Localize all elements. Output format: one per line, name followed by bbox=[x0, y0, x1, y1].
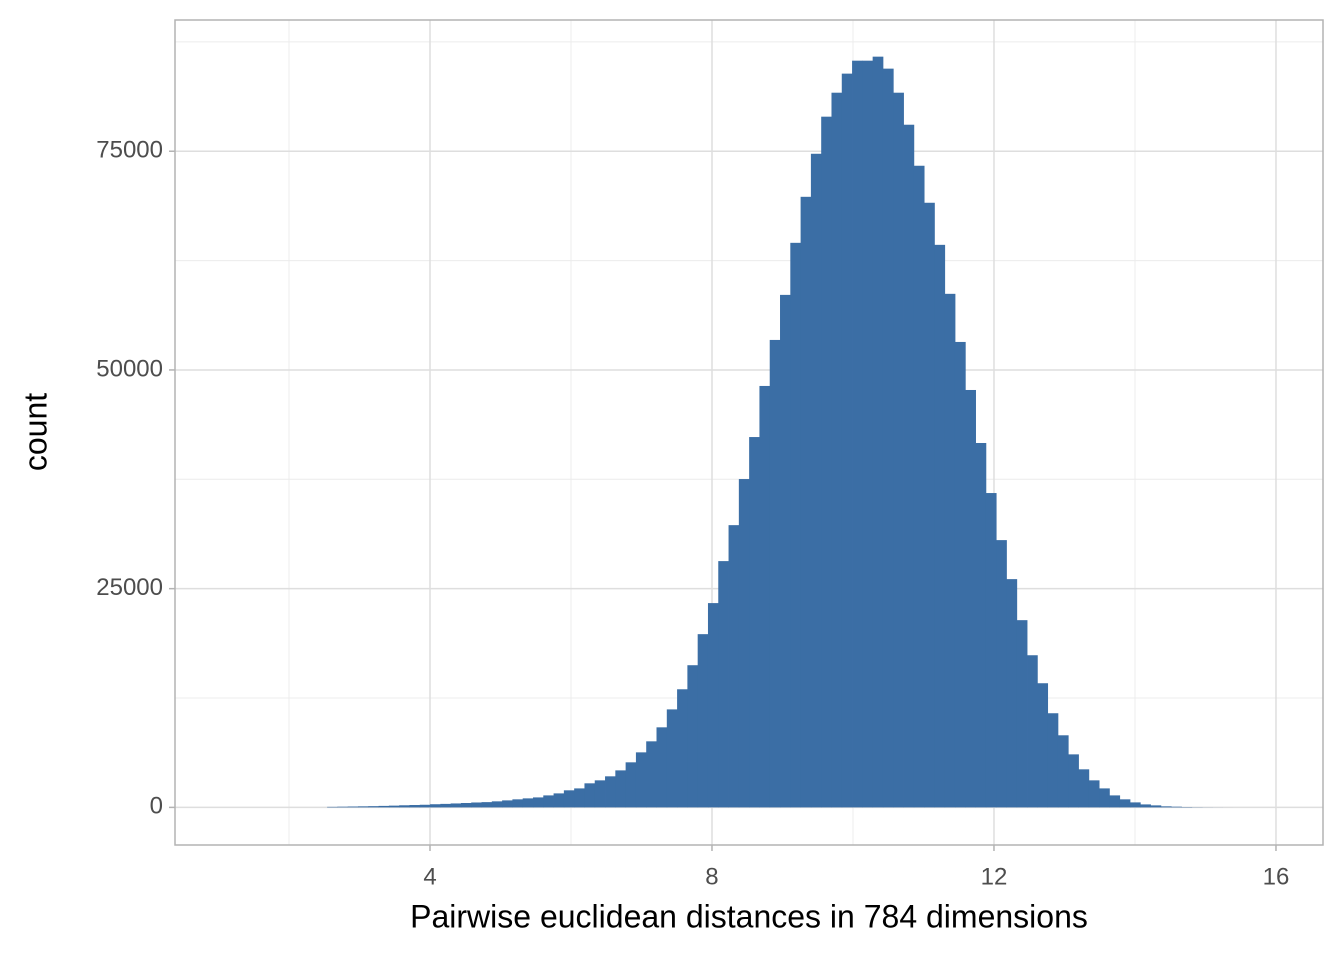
bar bbox=[831, 92, 843, 808]
bar bbox=[1088, 780, 1100, 808]
bar bbox=[358, 806, 369, 808]
bar bbox=[399, 805, 410, 808]
bar bbox=[625, 762, 637, 808]
bar bbox=[1099, 788, 1110, 808]
bar bbox=[738, 479, 750, 808]
x-tick-label: 16 bbox=[1263, 863, 1290, 890]
bar bbox=[954, 341, 966, 808]
bar bbox=[862, 60, 874, 808]
bar bbox=[481, 802, 493, 808]
bar bbox=[409, 805, 421, 808]
bar bbox=[1160, 806, 1172, 808]
bar bbox=[419, 804, 431, 808]
bar bbox=[728, 525, 740, 808]
bar bbox=[872, 56, 884, 808]
bar bbox=[584, 783, 596, 808]
panel-border bbox=[174, 19, 1324, 846]
x-axis-title: Pairwise euclidean distances in 784 dime… bbox=[410, 898, 1088, 934]
bar bbox=[882, 68, 894, 808]
bar bbox=[512, 799, 524, 808]
bar bbox=[996, 540, 1007, 808]
bar bbox=[1171, 806, 1182, 808]
bar bbox=[800, 196, 812, 808]
y-axis-title: count bbox=[17, 393, 53, 471]
y-tick-label: 75000 bbox=[96, 137, 163, 164]
bar bbox=[975, 442, 987, 808]
bar bbox=[718, 561, 729, 808]
bar bbox=[563, 790, 575, 808]
bar bbox=[852, 60, 863, 808]
bar bbox=[1057, 735, 1069, 808]
bar bbox=[605, 776, 616, 808]
bar bbox=[769, 339, 781, 808]
bar bbox=[965, 389, 976, 808]
bar bbox=[615, 770, 627, 808]
bar bbox=[934, 244, 946, 808]
bar bbox=[749, 437, 760, 808]
bar bbox=[1150, 805, 1162, 808]
bar bbox=[1140, 804, 1151, 808]
bar bbox=[707, 603, 719, 808]
bar bbox=[1047, 713, 1059, 808]
bar bbox=[1037, 683, 1049, 808]
bar bbox=[543, 795, 554, 808]
bar bbox=[656, 727, 668, 808]
x-tick-label: 12 bbox=[981, 863, 1008, 890]
bar bbox=[635, 752, 647, 808]
axes: 4 8 12 16 0 25000 50000 75000 bbox=[96, 137, 1289, 891]
bar bbox=[347, 806, 359, 808]
bar bbox=[1119, 799, 1131, 808]
bar bbox=[430, 804, 441, 808]
bar bbox=[491, 801, 503, 808]
bar bbox=[440, 803, 452, 808]
bar bbox=[337, 806, 349, 808]
bar bbox=[1068, 754, 1079, 808]
bar bbox=[913, 165, 925, 808]
bar bbox=[553, 793, 565, 808]
bar bbox=[1016, 620, 1028, 808]
y-tick-label: 25000 bbox=[96, 574, 163, 601]
y-tick-label: 50000 bbox=[96, 355, 163, 382]
bar bbox=[502, 800, 513, 808]
bar bbox=[574, 788, 585, 808]
x-tick-label: 8 bbox=[705, 863, 718, 890]
bar bbox=[532, 797, 544, 808]
bar bbox=[471, 802, 482, 808]
bar bbox=[450, 803, 462, 808]
bar bbox=[646, 741, 657, 808]
bar bbox=[1129, 802, 1141, 808]
bar bbox=[1006, 579, 1018, 808]
bar bbox=[903, 124, 915, 808]
bar bbox=[924, 202, 935, 808]
bar bbox=[759, 385, 771, 808]
bar bbox=[893, 92, 904, 808]
bar bbox=[790, 242, 802, 808]
bar bbox=[697, 634, 709, 808]
bar bbox=[841, 73, 853, 808]
bar bbox=[594, 780, 606, 808]
x-tick-label: 4 bbox=[423, 863, 436, 890]
bar bbox=[327, 806, 338, 808]
bar bbox=[460, 803, 472, 808]
bar bbox=[388, 805, 400, 808]
bar bbox=[780, 294, 791, 808]
bar bbox=[810, 153, 822, 808]
bars bbox=[327, 56, 1234, 808]
y-tick-label: 0 bbox=[150, 793, 163, 820]
bar bbox=[821, 116, 832, 808]
bar bbox=[687, 665, 699, 808]
bar bbox=[1027, 655, 1038, 808]
bar bbox=[666, 709, 678, 808]
bar bbox=[944, 293, 956, 808]
bar bbox=[985, 493, 997, 808]
bar bbox=[677, 689, 688, 808]
bar bbox=[368, 806, 380, 808]
bar bbox=[378, 805, 390, 808]
bar bbox=[522, 798, 534, 808]
bar bbox=[1078, 769, 1090, 808]
bar bbox=[1109, 795, 1121, 808]
